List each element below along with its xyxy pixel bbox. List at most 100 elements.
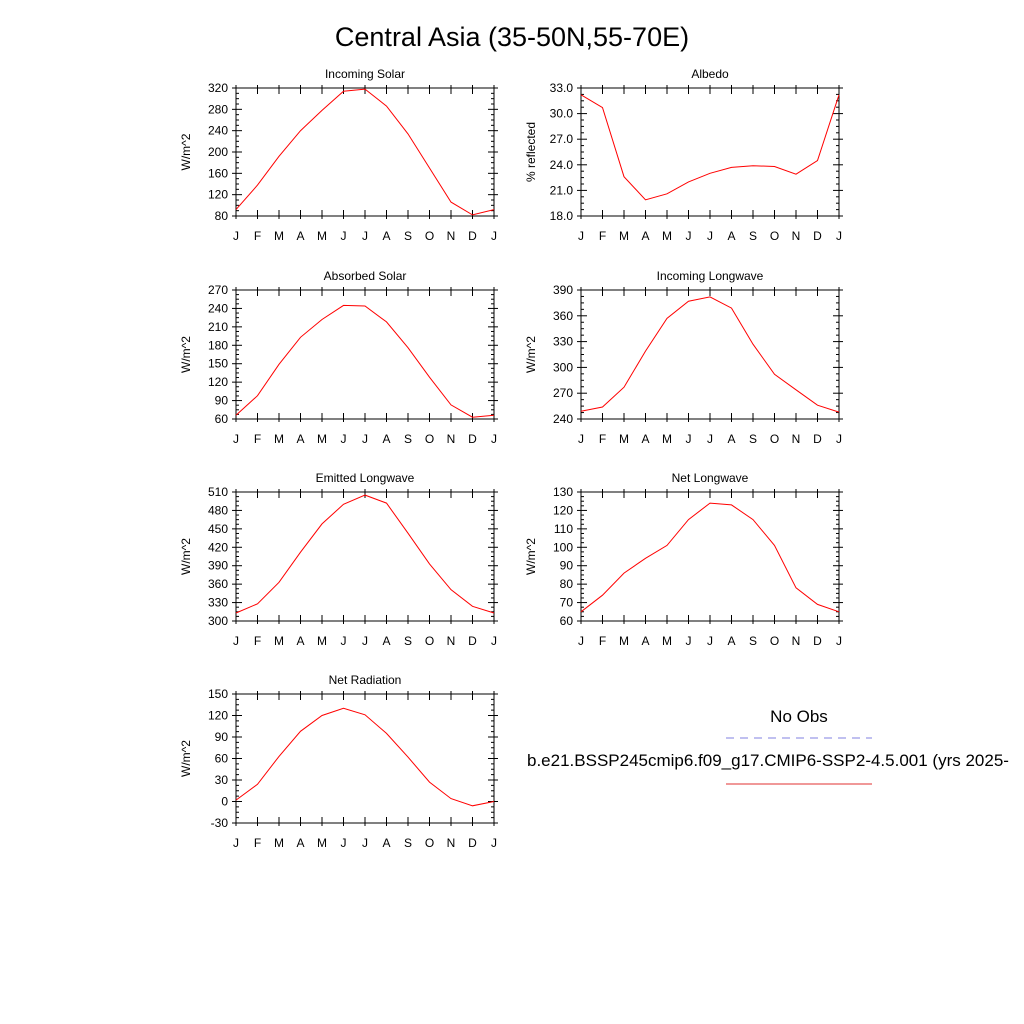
chart-4-xtick-label: S: [404, 634, 412, 648]
chart-4-xtick-label: A: [296, 634, 304, 648]
chart-3-xtick-label: M: [662, 432, 672, 446]
chart-0-xtick-label: M: [274, 229, 284, 243]
chart-6-xtick-label: F: [254, 836, 261, 850]
chart-4-xtick-label: F: [254, 634, 261, 648]
chart-2-xtick-label: J: [233, 432, 239, 446]
chart-6-xtick-label: J: [491, 836, 497, 850]
chart-0-ytick-label: 240: [208, 124, 228, 138]
chart-3-ylabel: W/m^2: [524, 336, 538, 373]
chart-5-title: Net Longwave: [672, 471, 749, 485]
chart-5-ytick-label: 120: [553, 503, 573, 517]
chart-0-xtick-label: S: [404, 229, 412, 243]
chart-6-ytick-label: 120: [208, 709, 228, 723]
chart-5-xtick-label: N: [792, 634, 801, 648]
chart-1-xtick-label: M: [662, 229, 672, 243]
chart-2-ytick-label: 60: [215, 412, 229, 426]
chart-2-ytick-label: 210: [208, 320, 228, 334]
chart-5-xtick-label: J: [686, 634, 692, 648]
chart-6-frame: [235, 693, 495, 824]
chart-0-xtick-label: J: [491, 229, 497, 243]
chart-2-xtick-label: J: [491, 432, 497, 446]
chart-4-ylabel: W/m^2: [179, 538, 193, 575]
chart-2-xtick-label: A: [382, 432, 390, 446]
chart-3-xtick-label: S: [749, 432, 757, 446]
chart-2-xtick-label: O: [425, 432, 434, 446]
chart-1-xtick-label: A: [641, 229, 649, 243]
chart-3-series-line: [580, 296, 840, 413]
chart-4-xtick-label: J: [491, 634, 497, 648]
chart-3-ytick-label: 300: [553, 360, 573, 374]
chart-6-ytick-label: 60: [215, 752, 229, 766]
chart-3-xtick-label: F: [599, 432, 606, 446]
chart-6-xtick-label: A: [296, 836, 304, 850]
chart-1-ytick-label: 18.0: [550, 209, 574, 223]
chart-5-xtick-label: A: [641, 634, 649, 648]
chart-2-xtick-label: J: [341, 432, 347, 446]
chart-2-ytick-label: 120: [208, 375, 228, 389]
chart-2-title: Absorbed Solar: [324, 269, 407, 283]
chart-4-ytick-label: 360: [208, 577, 228, 591]
chart-1-xtick-label: M: [619, 229, 629, 243]
chart-5-ylabel: W/m^2: [524, 538, 538, 575]
chart-3-xtick-label: N: [792, 432, 801, 446]
chart-3-xtick-label: D: [813, 432, 822, 446]
chart-1-ylabel: % reflected: [524, 122, 538, 182]
chart-1-xtick-label: O: [770, 229, 779, 243]
legend: No Obs b.e21.BSSP245cmip6.f09_g17.CMIP6-…: [527, 707, 1009, 785]
chart-0-ytick-label: 320: [208, 81, 228, 95]
chart-2-ytick-label: 90: [215, 394, 229, 408]
chart-3-xtick-label: A: [641, 432, 649, 446]
chart-4-xtick-label: A: [382, 634, 390, 648]
chart-6-xtick-label: A: [382, 836, 390, 850]
chart-2-xtick-label: J: [362, 432, 368, 446]
chart-3-ytick-label: 270: [553, 386, 573, 400]
chart-2-xtick-label: D: [468, 432, 477, 446]
chart-0-series-line: [235, 88, 495, 216]
chart-6-ytick-label: 30: [215, 773, 229, 787]
chart-2-series-line: [235, 304, 495, 418]
chart-5-ytick-label: 90: [560, 559, 574, 573]
chart-4-xtick-label: D: [468, 634, 477, 648]
chart-5-ytick-label: 100: [553, 540, 573, 554]
chart-4-series-line: [235, 494, 495, 614]
chart-1-ytick-label: 21.0: [550, 183, 574, 197]
chart-0-xtick-label: O: [425, 229, 434, 243]
chart-4-ytick-label: 420: [208, 540, 228, 554]
chart-4-ytick-label: 510: [208, 485, 228, 499]
chart-5-xtick-label: D: [813, 634, 822, 648]
chart-6-ylabel: W/m^2: [179, 740, 193, 777]
chart-1-ytick-label: 27.0: [550, 132, 574, 146]
chart-2-xtick-label: F: [254, 432, 261, 446]
chart-2-ytick-label: 240: [208, 301, 228, 315]
chart-0-xtick-label: A: [296, 229, 304, 243]
chart-3-ytick-label: 330: [553, 335, 573, 349]
chart-6-ytick-label: -30: [211, 816, 229, 830]
chart-0-ytick-label: 200: [208, 145, 228, 159]
chart-3-xtick-label: J: [836, 432, 842, 446]
chart-5-xtick-label: M: [619, 634, 629, 648]
chart-6-xtick-label: N: [447, 836, 456, 850]
chart-5-ytick-label: 80: [560, 577, 574, 591]
chart-1-ytick-label: 24.0: [550, 158, 574, 172]
chart-6-xtick-label: J: [362, 836, 368, 850]
chart-2-ytick-label: 150: [208, 357, 228, 371]
chart-5-frame: [580, 491, 840, 622]
chart-0-frame: [235, 87, 495, 217]
chart-6-xtick-label: M: [317, 836, 327, 850]
chart-1-xtick-label: N: [792, 229, 801, 243]
legend-model-label: b.e21.BSSP245cmip6.f09_g17.CMIP6-SSP2-4.…: [527, 751, 1009, 770]
chart-0-xtick-label: F: [254, 229, 261, 243]
chart-1-frame: [580, 87, 840, 217]
chart-2-xtick-label: M: [317, 432, 327, 446]
chart-3-xtick-label: J: [686, 432, 692, 446]
chart-0-xtick-label: J: [233, 229, 239, 243]
chart-6-ytick-label: 0: [221, 795, 228, 809]
chart-6-xtick-label: J: [233, 836, 239, 850]
chart-3-xtick-label: O: [770, 432, 779, 446]
chart-2-xtick-label: A: [296, 432, 304, 446]
